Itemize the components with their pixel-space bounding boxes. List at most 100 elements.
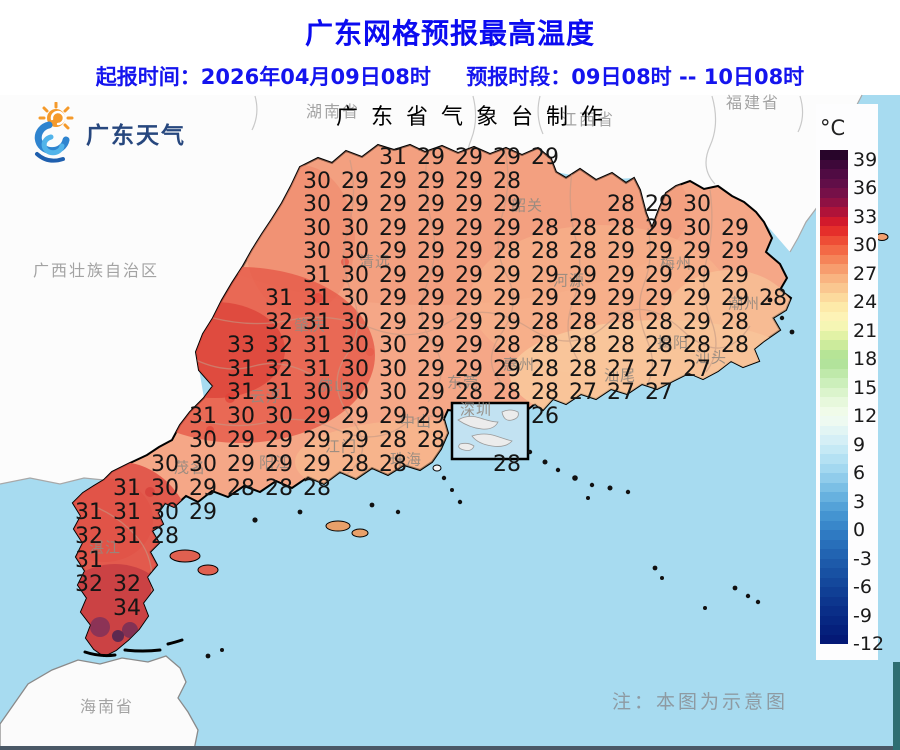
temp-value: 29 <box>265 428 293 453</box>
colorbar-tick: 36 <box>853 177 878 199</box>
pv-label: 江西省 <box>560 110 616 129</box>
colorbar-tick: 6 <box>853 462 866 484</box>
colorbar-segment <box>820 207 848 217</box>
colorbar-segment <box>820 568 848 578</box>
temp-value: 32 <box>265 310 293 335</box>
colorbar-segment <box>820 302 848 312</box>
temp-value: 31 <box>265 380 293 405</box>
colorbar-segment <box>820 283 848 293</box>
temp-value: 29 <box>569 263 597 288</box>
temp-value: 27 <box>607 380 635 405</box>
map-right-edge <box>893 662 900 750</box>
temp-value: 29 <box>683 239 711 264</box>
temp-value: 29 <box>645 286 673 311</box>
colorbar-segment <box>820 387 848 397</box>
sun-typhoon-icon <box>34 102 74 163</box>
colorbar-segment <box>820 349 848 359</box>
temp-value: 28 <box>531 357 559 382</box>
temp-value: 29 <box>607 286 635 311</box>
temp-value: 29 <box>417 239 445 264</box>
city-label: 东莞 <box>446 373 480 392</box>
temp-value: 29 <box>493 216 521 241</box>
colorbar-segment <box>820 292 848 302</box>
colorbar-segment <box>820 368 848 378</box>
colorbar-segment <box>820 444 848 454</box>
temp-value: 29 <box>493 310 521 335</box>
city-label: 清远 <box>358 252 392 271</box>
temp-value: 29 <box>683 263 711 288</box>
city-label: 梅州 <box>659 254 693 273</box>
colorbar-segment <box>820 539 848 549</box>
city-label: 珠海 <box>389 450 423 469</box>
temp-value: 28 <box>493 380 521 405</box>
temp-value: 29 <box>417 192 445 217</box>
temp-value: 30 <box>379 380 407 405</box>
temp-value: 30 <box>683 192 711 217</box>
temp-value: 29 <box>341 404 369 429</box>
temp-value: 30 <box>303 169 331 194</box>
temp-value: 29 <box>455 286 483 311</box>
temp-value: 32 <box>265 333 293 358</box>
city-label: 阳江 <box>258 453 292 472</box>
temp-value: 29 <box>379 404 407 429</box>
colorbar-segment <box>820 159 848 169</box>
colorbar-segment <box>820 492 848 502</box>
temp-value: 28 <box>493 239 521 264</box>
colorbar-segment <box>820 226 848 236</box>
colorbar-segment <box>820 520 848 530</box>
colorbar-segment <box>820 378 848 388</box>
temp-value: 29 <box>379 239 407 264</box>
temp-value: 30 <box>341 263 369 288</box>
temp-value: 28 <box>531 333 559 358</box>
temp-value: 29 <box>645 239 673 264</box>
temp-value: 29 <box>189 500 217 525</box>
temp-value: 27 <box>645 380 673 405</box>
temp-value: 30 <box>227 404 255 429</box>
guangxi-coastline <box>0 477 105 485</box>
colorbar-tick: 33 <box>853 205 878 228</box>
colorbar-tick: 27 <box>853 262 878 285</box>
hainan-island <box>0 655 199 750</box>
temp-value: 26 <box>531 404 559 429</box>
temp-value: 28 <box>341 452 369 477</box>
temp-value: 28 <box>493 333 521 358</box>
temp-value: 28 <box>151 524 179 549</box>
colorbar-tick: -6 <box>853 576 872 598</box>
temp-value: 30 <box>341 239 369 264</box>
colorbar-segment <box>820 454 848 464</box>
temp-value: 28 <box>531 216 559 241</box>
schematic-note: 注：本图为示意图 <box>612 691 789 713</box>
temp-value: 31 <box>227 357 255 382</box>
colorbar-segment <box>820 311 848 321</box>
temp-value: 31 <box>75 500 103 525</box>
city-label: 深圳 <box>459 400 493 419</box>
temp-value: 32 <box>113 572 141 597</box>
temp-value: 29 <box>455 239 483 264</box>
colorbar-segment <box>820 587 848 597</box>
colorbar-segment <box>820 254 848 264</box>
city-label: 湛江 <box>88 538 122 557</box>
temp-value: 29 <box>455 192 483 217</box>
colorbar-segment <box>820 530 848 540</box>
temp-value: 31 <box>75 548 103 573</box>
temp-value: 28 <box>569 310 597 335</box>
temp-value: 29 <box>417 169 445 194</box>
colorbar-segment <box>820 606 848 616</box>
colorbar-segment <box>820 169 848 179</box>
temp-value: 32 <box>75 524 103 549</box>
temp-value: 27 <box>607 357 635 382</box>
temp-value: 30 <box>379 357 407 382</box>
temp-value: 28 <box>645 310 673 335</box>
colorbar-segment <box>820 463 848 473</box>
colorbar-panel: °C 39 36 33 30 27 24 21 18 15 12 9 6 3 0 -3 -6 -9 -12 <box>816 104 884 660</box>
temp-value: 30 <box>151 452 179 477</box>
temp-value: 30 <box>683 216 711 241</box>
temp-value: 29 <box>493 263 521 288</box>
temp-value: 28 <box>569 239 597 264</box>
city-label: 韶关 <box>510 196 544 215</box>
colorbar-tick: -9 <box>853 604 872 627</box>
colorbar-segment <box>820 435 848 445</box>
colorbar-segment <box>820 264 848 274</box>
temp-value: 29 <box>379 310 407 335</box>
